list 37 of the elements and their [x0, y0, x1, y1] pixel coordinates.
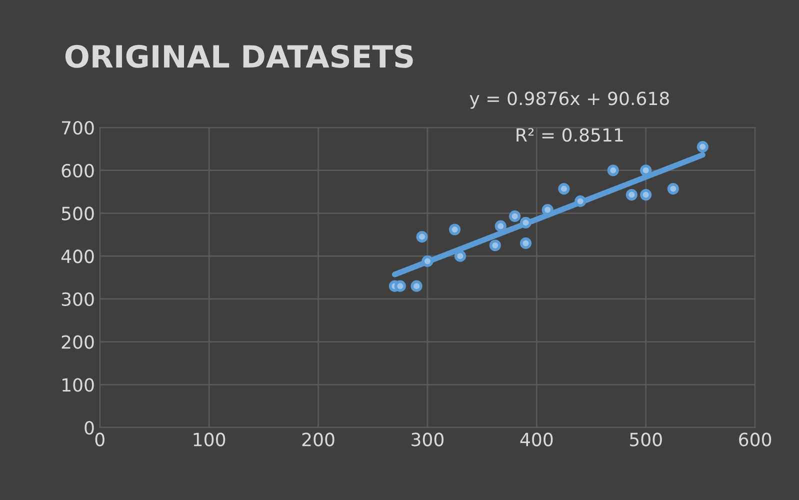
x-tick-label: 200 [302, 432, 334, 446]
point [574, 195, 586, 207]
point [607, 164, 619, 176]
y-tick-label: 600 [62, 164, 94, 178]
point [410, 280, 422, 292]
text: y = 0.9876x + 90.618 [470, 92, 669, 109]
x-tick-label: 100 [194, 432, 226, 446]
y-tick-label: 100 [62, 378, 94, 392]
y-tick-label: 0 [84, 420, 94, 435]
y-tick-label: 700 [62, 120, 94, 135]
x-tick-label: 600 [739, 432, 772, 446]
point [667, 183, 679, 195]
y-tick-label: 500 [62, 206, 94, 220]
x-tick-label: 300 [412, 432, 444, 446]
point [696, 141, 708, 153]
point [489, 240, 501, 252]
point [394, 280, 406, 292]
point [494, 220, 506, 232]
y-tick-label: 400 [61, 250, 94, 264]
y-tick-label: 300 [62, 292, 94, 306]
x-tick-label: 400 [520, 432, 553, 446]
point [520, 216, 532, 228]
point [454, 250, 466, 262]
point [558, 183, 570, 195]
point [416, 231, 428, 243]
point [448, 224, 461, 236]
chart-title: ORIGINAL DATASETS [65, 44, 413, 68]
point [640, 164, 652, 176]
y-tick-label: 200 [62, 335, 94, 349]
annotation: R² = 0.8511 [516, 128, 623, 142]
point [422, 255, 434, 267]
point [509, 210, 521, 222]
x-tick-label: 500 [630, 432, 662, 446]
x-tick-label: 0 [95, 432, 104, 446]
point [626, 189, 638, 201]
point [520, 237, 532, 249]
point [640, 189, 652, 201]
